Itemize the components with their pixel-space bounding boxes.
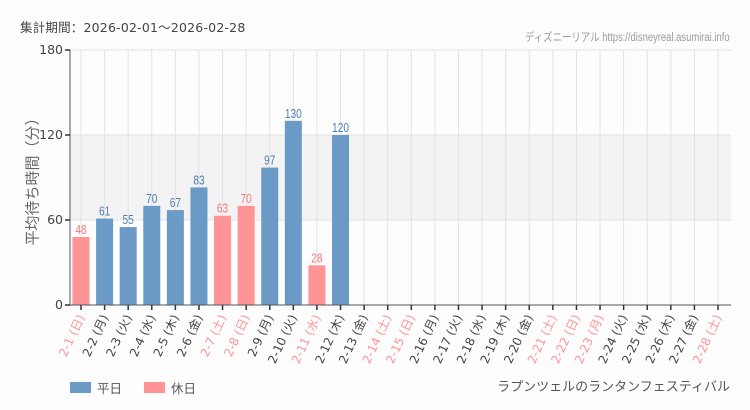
y-tick-label: 180 bbox=[39, 42, 63, 57]
weekday-bar[interactable] bbox=[143, 205, 161, 305]
bar-value-label: 61 bbox=[99, 204, 110, 218]
legend-holiday[interactable]: 休日 bbox=[144, 378, 196, 397]
weekday-bar[interactable] bbox=[284, 120, 302, 305]
bar-value-label: 48 bbox=[75, 223, 86, 237]
holiday-bar[interactable] bbox=[237, 205, 255, 305]
bar-value-label: 120 bbox=[332, 121, 349, 135]
bar-value-label: 70 bbox=[146, 192, 158, 206]
legend-holiday-label: 休日 bbox=[171, 381, 197, 396]
event-name: ラプンツェルのランタンフェスティバル bbox=[497, 380, 730, 395]
legend-weekday[interactable]: 平日 bbox=[70, 378, 122, 397]
y-tick-label: 60 bbox=[47, 212, 63, 227]
bar-value-label: 67 bbox=[170, 196, 181, 210]
weekday-bar[interactable] bbox=[166, 210, 184, 305]
bar-value-label: 28 bbox=[311, 251, 322, 265]
weekday-bar[interactable] bbox=[190, 187, 208, 305]
period-label: 集計期間：2026-02-01～2026-02-28 bbox=[20, 20, 246, 35]
y-tick-label: 0 bbox=[55, 297, 63, 312]
weekday-bar[interactable] bbox=[332, 135, 350, 305]
holiday-bar[interactable] bbox=[308, 265, 326, 305]
holiday-bar[interactable] bbox=[72, 237, 90, 305]
bar-value-label: 83 bbox=[193, 173, 204, 187]
bar-value-label: 55 bbox=[123, 213, 134, 227]
bar-value-label: 63 bbox=[217, 202, 228, 216]
legend-weekday-label: 平日 bbox=[97, 381, 123, 396]
bar-value-label: 130 bbox=[285, 107, 302, 121]
bar-value-label: 70 bbox=[241, 192, 253, 206]
weekday-bar[interactable] bbox=[119, 227, 137, 305]
holiday-swatch bbox=[144, 382, 166, 393]
y-tick-label: 120 bbox=[39, 127, 63, 142]
legend: 平日 休日 bbox=[70, 378, 196, 397]
holiday-bar[interactable] bbox=[214, 215, 232, 305]
site-credit: ディズニーリアル https://disneyreal.asumirai.inf… bbox=[525, 32, 730, 44]
weekday-bar[interactable] bbox=[96, 218, 114, 305]
weekday-swatch bbox=[70, 382, 91, 393]
shaded-band bbox=[70, 135, 731, 220]
weekday-bar[interactable] bbox=[261, 167, 279, 305]
bar-value-label: 97 bbox=[264, 153, 275, 167]
